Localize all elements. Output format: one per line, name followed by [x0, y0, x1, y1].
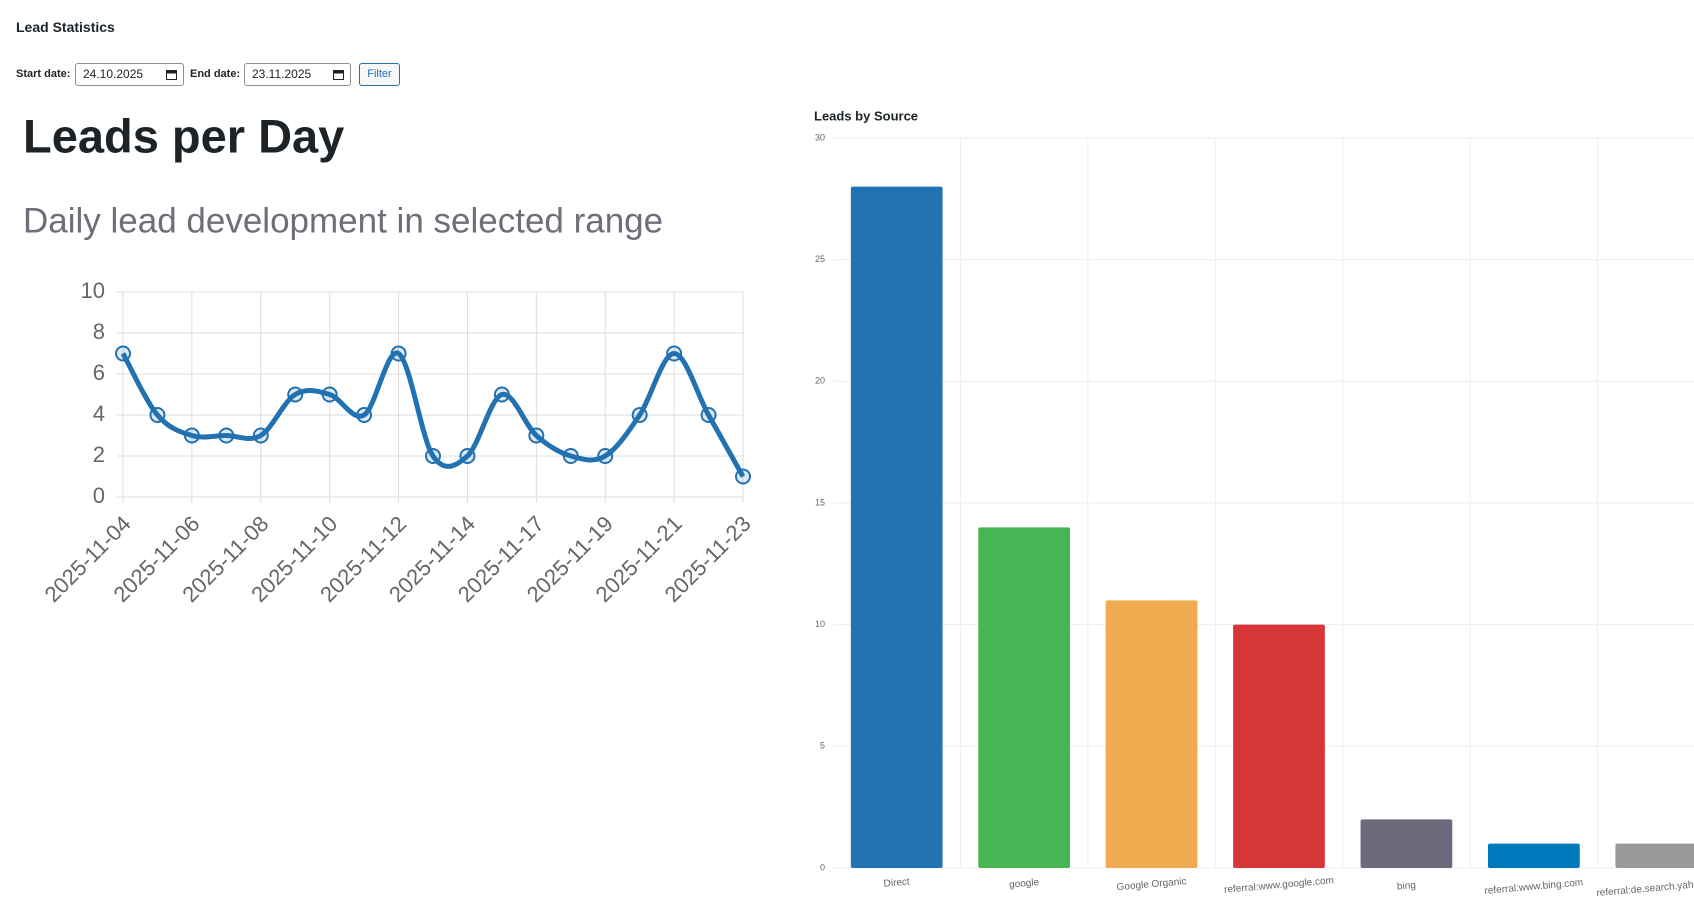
point: [287, 386, 304, 403]
filter-button[interactable]: Filter: [359, 63, 400, 86]
y-tick-label: 20: [815, 376, 825, 386]
y-tick-label: 15: [815, 497, 825, 507]
y-tick-label: 2: [93, 442, 105, 467]
point: [149, 407, 166, 423]
calendar-icon: [166, 70, 177, 80]
calendar-icon: [333, 70, 344, 80]
point: [218, 427, 235, 444]
point: [321, 386, 338, 403]
point: [528, 427, 545, 444]
x-tick-label: Google Organic: [1116, 876, 1187, 893]
page-title: Lead Statistics: [16, 19, 115, 35]
start-date-input[interactable]: 24.10.2025: [75, 63, 184, 86]
y-tick-label: 6: [93, 360, 105, 385]
chart-subtitle: Daily lead development in selected range: [23, 201, 663, 240]
x-tick-label: referral:www.bing.com: [1484, 877, 1584, 897]
chart-title: Leads per Day: [23, 109, 344, 162]
y-tick-label: 8: [93, 319, 105, 344]
y-tick-label: 10: [815, 619, 825, 629]
point: [631, 407, 648, 423]
point: [115, 345, 131, 362]
bar: [1360, 819, 1453, 868]
bar: [978, 527, 1071, 868]
point: [459, 448, 476, 464]
x-tick-label: google: [1009, 877, 1040, 891]
bar: [850, 186, 943, 868]
end-label: End date:: [190, 68, 241, 80]
end-date-input[interactable]: 23.11.2025: [244, 63, 351, 86]
y-tick-label: 30: [815, 132, 825, 142]
y-tick-label: 4: [93, 401, 105, 426]
y-tick-label: 5: [820, 741, 825, 751]
start-label: Start date:: [16, 68, 71, 80]
y-tick-label: 0: [93, 483, 105, 508]
point: [493, 386, 510, 403]
point: [562, 448, 579, 464]
y-tick-label: 0: [820, 862, 825, 872]
x-tick-label: referral:de.search.yahoo.com: [1596, 877, 1694, 899]
point: [390, 345, 407, 362]
point: [252, 427, 269, 444]
point: [666, 345, 683, 362]
start-date-value: 24.10.2025: [83, 67, 144, 81]
y-tick-label: 25: [815, 254, 825, 264]
point: [183, 427, 200, 444]
x-tick-label: bing: [1397, 880, 1417, 893]
bar: [1487, 843, 1580, 868]
point: [425, 448, 441, 464]
point: [735, 468, 751, 485]
y-tick-label: 10: [81, 278, 105, 303]
point: [700, 407, 717, 423]
bar: [1105, 600, 1198, 868]
x-tick-label: Direct: [883, 877, 910, 890]
point: [597, 448, 614, 464]
chart-title: Leads by Source: [814, 108, 918, 123]
line: [120, 350, 746, 478]
bar: [1615, 843, 1694, 868]
point: [356, 407, 373, 423]
x-tick-label: referral:www.google.com: [1224, 875, 1335, 896]
end-date-value: 23.11.2025: [252, 67, 312, 81]
bar: [1233, 624, 1325, 868]
